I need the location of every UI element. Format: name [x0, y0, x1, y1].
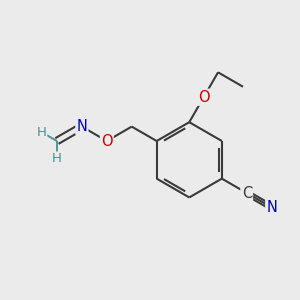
Text: C: C	[242, 185, 252, 200]
Text: O: O	[198, 90, 209, 105]
Text: H: H	[36, 125, 46, 139]
Text: C: C	[242, 185, 252, 200]
Text: O: O	[101, 134, 112, 148]
Text: N: N	[266, 200, 277, 215]
Text: H: H	[52, 152, 62, 166]
Text: N: N	[76, 119, 87, 134]
